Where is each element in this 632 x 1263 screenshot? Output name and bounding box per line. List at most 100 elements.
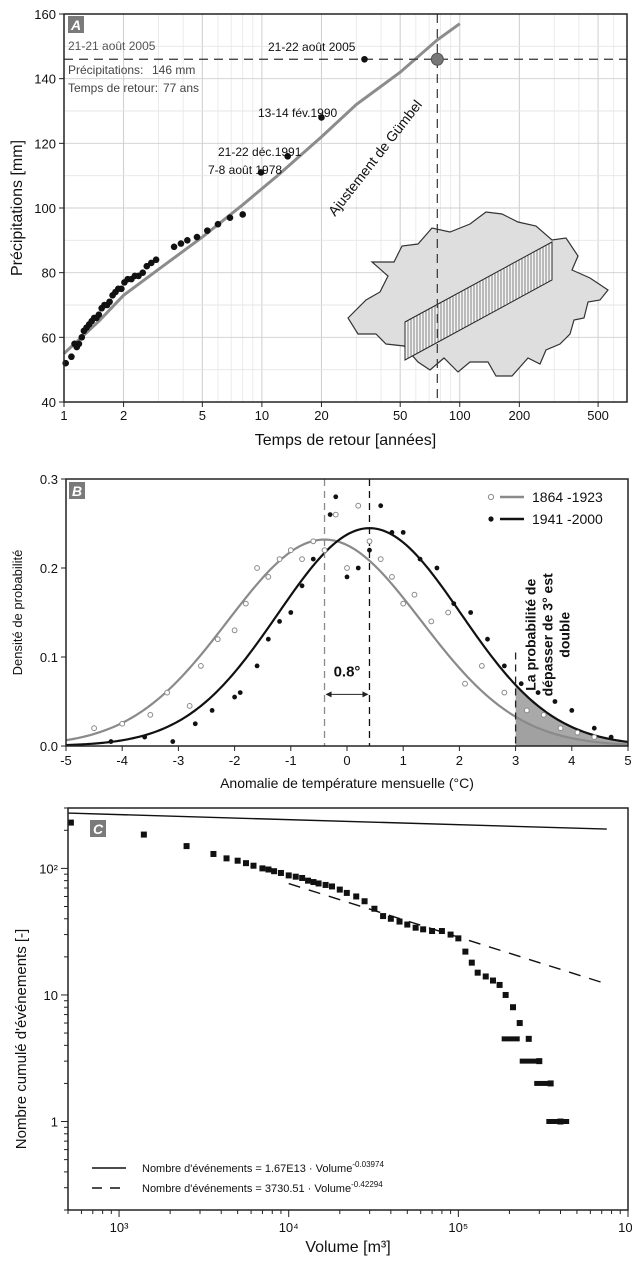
a-data-point [214,220,222,228]
b-data-point [574,729,581,736]
c-data-point [234,857,241,864]
a-x-axis-label: Temps de retour [années] [255,432,436,449]
c-x-tick-label: 10⁶ [618,1220,632,1235]
panel-c-tag-label: C [93,821,104,837]
b-y-tick-label: 0.2 [40,561,58,576]
c-data-point [404,921,411,928]
b-x-tick-label: 4 [568,753,575,768]
b-data-point [164,689,171,696]
b-data-point [170,739,176,744]
b-data-point [237,690,243,695]
b-x-tick-label: 5 [624,753,631,768]
b-data-point [119,720,126,727]
b-data-point [389,530,395,535]
panel-b-tag-box [69,482,85,499]
a-y-tick-label: 120 [34,136,56,151]
b-x-tick-label: 2 [456,753,463,768]
panel-a-tag-label: A [70,17,81,33]
c-y-tick-label: 10² [39,861,58,876]
c-data-point [140,831,147,838]
b-data-point [552,699,558,704]
c-data-point [547,1080,554,1087]
c-data-point [250,862,257,869]
panel-a: 21-21 août 2005 Précipitations: 146 mm Temp… [9,7,628,449]
b-data-point [288,610,294,615]
c-x-tick-label: 10⁴ [279,1220,299,1235]
c-data-point [223,855,230,862]
c-data-point [271,868,278,875]
b-data-point [209,708,215,713]
b-data-point [287,547,294,554]
b-data-point [265,636,271,642]
b-data-point [501,663,507,669]
b-data-point [91,725,97,732]
b-x-tick-label: -3 [173,753,185,768]
a-data-point [139,269,147,276]
b-data-point [608,734,614,740]
b-data-point [197,663,204,669]
b-data-point [186,703,193,709]
c-fit-line-solid [68,812,607,830]
c-y-tick-label: 10 [44,988,58,1003]
c-data-point [489,977,496,984]
b-data-point [569,708,575,713]
panel-b-tag: B [69,482,85,499]
b-data-point [192,721,198,727]
a-highlight-point [430,52,444,66]
c-legend-label-text: Nombre d'événements = 1.67E13 · Volume [142,1163,352,1175]
panel-c-tag: C [90,820,106,837]
c-legend-label-text: Nombre d'événements = 3730.51 · Volume [142,1183,351,1195]
b-y-tick-label: 0.0 [40,739,58,754]
c-fit-line-dashed [288,882,608,985]
c-legend-label: Nombre d'événements = 1.67E13 · Volume-0… [142,1160,384,1175]
c-data-point [277,869,284,876]
a-x-tick-label: 50 [393,408,407,423]
b-data-point [400,530,406,535]
a-infobox-line1-value: 146 mm [152,63,195,77]
b-x-tick-label: -5 [60,753,72,768]
c-legend-exponent: -0.03974 [352,1160,384,1169]
b-data-point [214,636,221,643]
b-series-curve [65,538,629,746]
b-data-point [321,547,328,554]
c-data-point [322,881,329,888]
c-data-point [329,883,336,890]
b-x-tick-label: -2 [229,753,241,768]
a-data-point [361,55,368,63]
a-data-point [226,214,234,221]
c-data-point [210,850,217,857]
a-data-point [177,240,185,247]
a-data-point [284,152,291,160]
a-data-point [170,243,178,251]
b-threshold-label-line: La probabilité de [523,579,539,691]
a-y-tick-label: 80 [42,266,56,281]
b-data-point [501,689,508,696]
a-event-annotation: 21-22 déc.1991 [218,145,302,159]
b-data-point [231,627,238,634]
c-data-point [447,931,454,938]
b-data-point [327,512,333,517]
b-series-curve [65,527,629,747]
panel-a-tag-box [68,16,84,33]
c-data-point [412,924,419,931]
b-data-point [462,680,468,687]
b-data-point [377,556,384,562]
c-data-point [516,1020,523,1027]
c-data-point [265,866,272,873]
b-data-point [310,556,316,562]
a-infobox-title: 21-21 août 2005 [68,39,156,53]
a-data-point [257,169,265,176]
b-data-point [147,711,154,718]
b-data-point [355,502,362,509]
b-data-point [389,574,395,580]
b-x-tick-label: 0 [343,753,350,768]
a-x-tick-label: 5 [199,408,206,423]
a-event-annotation: 21-22 août 2005 [268,40,356,54]
b-data-point [451,601,457,606]
b-data-point [428,618,435,625]
b-data-point [332,511,339,518]
c-data-point [361,898,368,905]
c-data-point [468,959,475,966]
c-data-point [420,926,427,933]
a-x-tick-label: 1 [60,408,67,423]
